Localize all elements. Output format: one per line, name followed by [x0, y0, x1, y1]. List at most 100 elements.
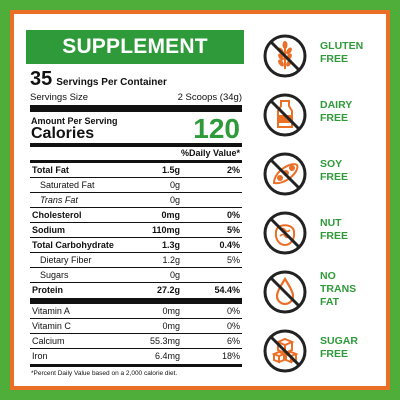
table-row: Sugars 0g — [30, 268, 242, 283]
badge-nut-free: NUT FREE — [262, 207, 382, 266]
label-frame — [10, 10, 390, 390]
servings-label: Servings Per Container — [56, 77, 167, 88]
nutrient-daily-value — [180, 268, 242, 282]
nutrient-amount: 0mg — [162, 321, 180, 331]
badge-label-line1: DAIRY — [320, 99, 353, 111]
servings-per-container: 35 Servings Per Container — [30, 68, 242, 90]
badge-dairy-free: DAIRY FREE — [262, 89, 382, 148]
table-row: Sodium 110mg 5% — [30, 223, 242, 238]
servings-count: 35 — [30, 68, 53, 90]
free-from-badges: GLUTEN FREE DAIRY FREE SOY FREE — [262, 30, 382, 384]
table-row: Trans Fat 0g — [30, 193, 242, 208]
table-row: Vitamin A 0mg 0% — [30, 304, 242, 319]
nutrient-daily-value: 6% — [226, 336, 240, 346]
nutrient-amount: 0mg — [161, 210, 180, 220]
nutrient-name: Total Carbohydrate — [32, 240, 114, 250]
nutrient-name: Calcium — [32, 336, 65, 346]
badge-label-line2: FREE — [320, 53, 349, 65]
nutrient-amount: 0g — [169, 180, 180, 190]
divider-thick — [30, 105, 242, 112]
page-title: SUPPLEMENT FACTS — [26, 30, 244, 92]
nutrient-amount: 0mg — [162, 306, 180, 316]
nutrient-daily-value: 0% — [226, 210, 240, 220]
nutrient-amount: 6.4mg — [154, 351, 180, 361]
badge-gluten-free: GLUTEN FREE — [262, 30, 382, 89]
nutrient-amount: 1.5g — [161, 165, 180, 175]
nutrient-daily-value: 0.4% — [219, 240, 240, 250]
nutrient-daily-value: 0% — [226, 306, 240, 316]
table-row: Cholesterol 0mg 0% — [30, 208, 242, 223]
calories-block: Amount Per Serving Calories 120 — [30, 112, 242, 144]
table-row: Saturated Fat 0g — [30, 178, 242, 193]
badge-label-line3: FAT — [320, 296, 340, 308]
table-row: Vitamin C 0mg 0% — [30, 319, 242, 334]
nutrient-amount: 55.3mg — [149, 336, 180, 346]
nutrient-amount: 0g — [169, 195, 180, 205]
table-row: Total Fat 1.5g 2% — [30, 163, 242, 178]
footnote: *Percent Daily Value based on a 2,000 ca… — [31, 370, 178, 377]
nutrient-amount: 1.2g — [162, 255, 180, 265]
nutrient-name: Sugars — [40, 270, 69, 280]
nutrient-name: Sodium — [32, 225, 65, 235]
nutrient-name: Trans Fat — [40, 195, 78, 205]
supplement-facts-panel: 35 Servings Per Container Servings Size … — [30, 68, 242, 377]
table-row: Dietary Fiber 1.2g 5% — [30, 253, 242, 268]
badge-label-line2: FREE — [320, 112, 349, 124]
nutrient-daily-value — [180, 178, 242, 192]
nutrient-name: Saturated Fat — [40, 180, 95, 190]
oil-drop-icon — [263, 270, 307, 314]
soybean-icon — [263, 152, 307, 196]
badge-label-line1: SUGAR — [320, 335, 358, 347]
divider-medium — [30, 143, 242, 147]
badge-label-line1: NUT — [320, 217, 342, 229]
table-row: Total Carbohydrate 1.3g 0.4% — [30, 238, 242, 253]
vitamin-table: Vitamin A 0mg 0% Vitamin C 0mg 0% Calcium 55.3m… — [30, 304, 242, 364]
amount-per-serving-label: Amount Per Serving — [31, 116, 118, 126]
nutrient-name: Total Fat — [32, 165, 69, 175]
nutrient-name: Protein — [32, 285, 64, 295]
badge-sugar-free: SUGAR FREE — [262, 325, 382, 384]
calories-label: Calories — [31, 125, 95, 142]
nutrient-name: Vitamin C — [32, 321, 71, 331]
sugar-cubes-icon — [263, 329, 307, 373]
badge-no-trans-fat: NO TRANS FAT — [262, 266, 382, 325]
badge-label-line1: SOY — [320, 158, 343, 170]
divider-medium — [30, 160, 242, 163]
badge-label-line2: FREE — [320, 230, 349, 242]
badge-soy-free: SOY FREE — [262, 148, 382, 207]
nutrient-daily-value: 5% — [226, 225, 240, 235]
nutrient-daily-value: 18% — [221, 351, 240, 361]
divider-medium — [30, 364, 242, 367]
calories-value: 120 — [193, 113, 240, 144]
nutrient-amount: 1.3g — [161, 240, 180, 250]
nutrient-table: Total Fat 1.5g 2% Saturated Fat 0g Trans Fat 0… — [30, 163, 242, 298]
badge-label-line1: GLUTEN — [320, 40, 364, 52]
divider-thick — [30, 298, 242, 304]
nutrient-name: Dietary Fiber — [40, 255, 92, 265]
nutrient-name: Cholesterol — [32, 210, 82, 220]
daily-value-header: %Daily Value* — [180, 148, 240, 158]
badge-label-line1: NO — [320, 270, 336, 282]
nutrient-daily-value: 54.4% — [214, 285, 240, 295]
badge-label-line2: TRANS — [320, 283, 357, 295]
badge-label-line2: FREE — [320, 348, 349, 360]
table-row: Iron 6.4mg 18% — [30, 349, 242, 364]
wheat-icon — [263, 34, 307, 78]
table-row: Calcium 55.3mg 6% — [30, 334, 242, 349]
serving-size-value: 2 Scoops (34g) — [177, 92, 242, 103]
nut-icon — [263, 211, 307, 255]
serving-size-row: Servings Size 2 Scoops (34g) — [30, 90, 242, 105]
table-row: Protein 27.2g 54.4% — [30, 283, 242, 298]
nutrient-name: Vitamin A — [32, 306, 70, 316]
badge-label-line2: FREE — [320, 171, 349, 183]
nutrient-daily-value: 5% — [226, 255, 240, 265]
nutrient-amount: 110mg — [151, 225, 180, 235]
nutrient-name: Iron — [32, 351, 48, 361]
nutrient-amount: 0g — [169, 270, 180, 280]
serving-size-label: Servings Size — [30, 92, 89, 103]
nutrient-daily-value — [180, 193, 242, 207]
nutrient-daily-value: 2% — [226, 165, 240, 175]
nutrient-amount: 27.2g — [156, 285, 180, 295]
nutrient-daily-value: 0% — [226, 321, 240, 331]
milk-bottle-icon — [263, 93, 307, 137]
